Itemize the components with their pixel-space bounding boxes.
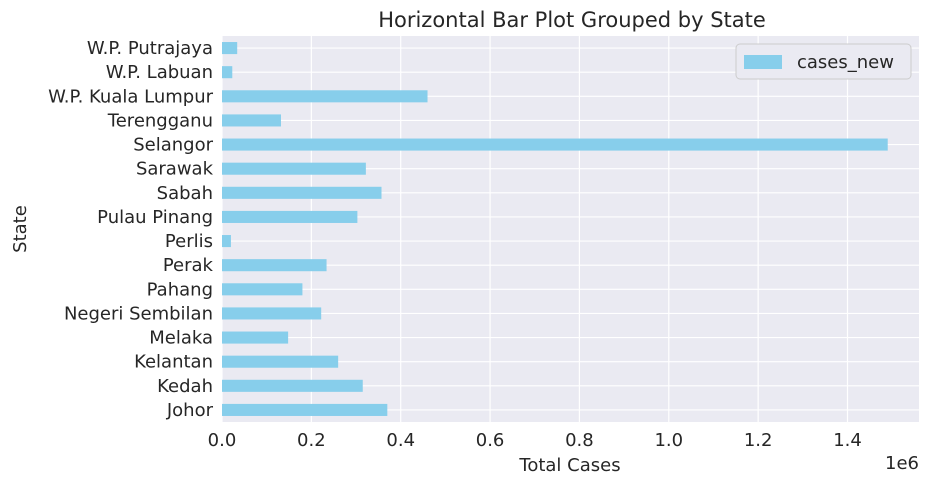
x-tick-label: 1.2 — [744, 430, 773, 451]
y-tick-label: Perak — [163, 255, 214, 276]
y-tick-label: Selangor — [133, 135, 213, 156]
y-tick-label: Kedah — [157, 376, 213, 397]
y-tick-label: Pulau Pinang — [97, 207, 213, 228]
y-tick-label: Negeri Sembilan — [64, 303, 213, 324]
y-tick-label: Melaka — [149, 328, 213, 349]
x-tick-label: 0.2 — [297, 430, 326, 451]
bar — [222, 90, 428, 103]
bar — [222, 283, 303, 296]
y-tick-label: Terengganu — [107, 110, 213, 131]
y-tick-label: Sarawak — [136, 159, 214, 180]
bar — [222, 138, 888, 151]
bar — [222, 42, 238, 55]
legend-box — [735, 43, 912, 80]
y-axis-label: State — [10, 205, 31, 253]
x-tick-label: 0.0 — [208, 430, 237, 451]
bar — [222, 307, 322, 320]
x-tick-label: 0.8 — [565, 430, 594, 451]
bar — [222, 162, 366, 175]
y-tick-label: Perlis — [165, 231, 213, 252]
y-tick-label: Kelantan — [134, 352, 213, 373]
bar — [222, 66, 233, 79]
legend-label: cases_new — [797, 52, 894, 73]
y-tick-label: Sabah — [157, 183, 213, 204]
y-tick-labels: Johor Kedah Kelantan Melaka Negeri Sembilan P… — [48, 38, 214, 421]
chart-title: Horizontal Bar Plot Grouped by State — [378, 8, 766, 32]
x-offset-label: 1e6 — [885, 453, 919, 474]
bar — [222, 186, 382, 199]
legend: cases_new — [735, 43, 912, 80]
y-tick-label: W.P. Labuan — [106, 62, 213, 83]
bar — [222, 235, 231, 248]
x-tick-labels: 0.0 0.2 0.4 0.6 0.8 1.0 1.2 1.4 — [208, 430, 862, 451]
y-tick-label: W.P. Putrajaya — [87, 38, 213, 59]
y-tick-label: Pahang — [147, 279, 213, 300]
y-tick-label: W.P. Kuala Lumpur — [48, 86, 214, 107]
bar — [222, 379, 363, 392]
bar — [222, 403, 388, 416]
bar — [222, 331, 289, 344]
y-tick-label: Johor — [166, 400, 214, 421]
x-tick-label: 1.0 — [654, 430, 683, 451]
x-tick-label: 0.4 — [386, 430, 415, 451]
bar — [222, 114, 281, 127]
bars — [222, 42, 888, 416]
bar — [222, 259, 327, 272]
bar — [222, 210, 358, 223]
legend-swatch — [744, 55, 782, 69]
x-tick-label: 1.4 — [833, 430, 862, 451]
x-tick-label: 0.6 — [476, 430, 505, 451]
x-axis-label: Total Cases — [518, 455, 620, 476]
bar — [222, 355, 339, 368]
